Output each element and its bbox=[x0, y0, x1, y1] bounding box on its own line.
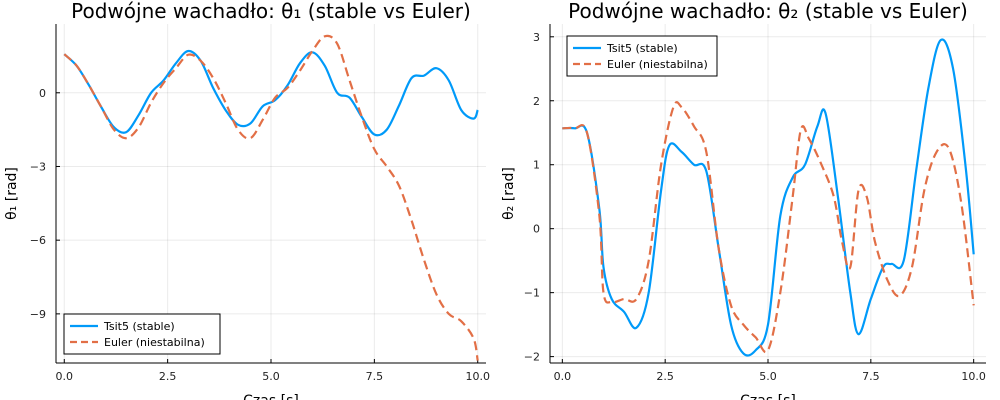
x-tick-label: 2.5 bbox=[656, 370, 674, 383]
y-tick-label: −6 bbox=[30, 234, 46, 247]
series-line-tsit5 bbox=[562, 38, 975, 357]
legend-label: Euler (niestabilna) bbox=[104, 336, 205, 349]
legend-label: Euler (niestabilna) bbox=[607, 58, 708, 71]
series-line-euler bbox=[63, 34, 479, 361]
y-tick-label: 2 bbox=[533, 95, 540, 108]
y-tick-label: 0 bbox=[533, 223, 540, 236]
y-tick-label: −9 bbox=[30, 308, 46, 321]
legend-box bbox=[63, 313, 221, 355]
legend-box bbox=[566, 35, 718, 77]
x-tick-label: 5.0 bbox=[759, 370, 777, 383]
x-tick-label: 2.5 bbox=[159, 370, 177, 383]
theta1-chart: 0.0 2.5 5.0 7.5 10.0 −9 −6 −3 0 Podwójne wachadło… bbox=[4, 0, 490, 400]
y-tick-label: 3 bbox=[533, 31, 540, 44]
x-axis-label: Czas [s] bbox=[243, 393, 299, 400]
x-tick-label: 7.5 bbox=[366, 370, 384, 383]
y-tick-label: −3 bbox=[30, 160, 46, 173]
theta2-chart: 0.0 2.5 5.0 7.5 10.0 −2 −1 0 1 2 3 Podwójne wachadł… bbox=[501, 0, 986, 400]
x-tick-label: 10.0 bbox=[961, 370, 986, 383]
x-tick-label: 5.0 bbox=[262, 370, 280, 383]
y-tick-label: 1 bbox=[533, 159, 540, 172]
y-tick-label: 0 bbox=[39, 87, 46, 100]
y-axis-label: θ₁ [rad] bbox=[4, 167, 20, 220]
x-tick-label: 0.0 bbox=[554, 370, 572, 383]
x-tick-label: 7.5 bbox=[862, 370, 880, 383]
chart-title: Podwójne wachadło: θ₂ (stable vs Euler) bbox=[568, 0, 968, 23]
x-tick-label: 10.0 bbox=[465, 370, 490, 383]
legend-label: Tsit5 (stable) bbox=[103, 320, 175, 333]
chart-title: Podwójne wachadło: θ₁ (stable vs Euler) bbox=[71, 0, 471, 23]
x-axis-label: Czas [s] bbox=[740, 393, 796, 400]
y-axis-label: θ₂ [rad] bbox=[501, 167, 517, 220]
y-tick-label: −1 bbox=[524, 287, 540, 300]
series-line-tsit5 bbox=[63, 49, 479, 137]
legend-label: Tsit5 (stable) bbox=[606, 42, 678, 55]
x-tick-label: 0.0 bbox=[56, 370, 74, 383]
y-tick-label: −2 bbox=[524, 351, 540, 364]
